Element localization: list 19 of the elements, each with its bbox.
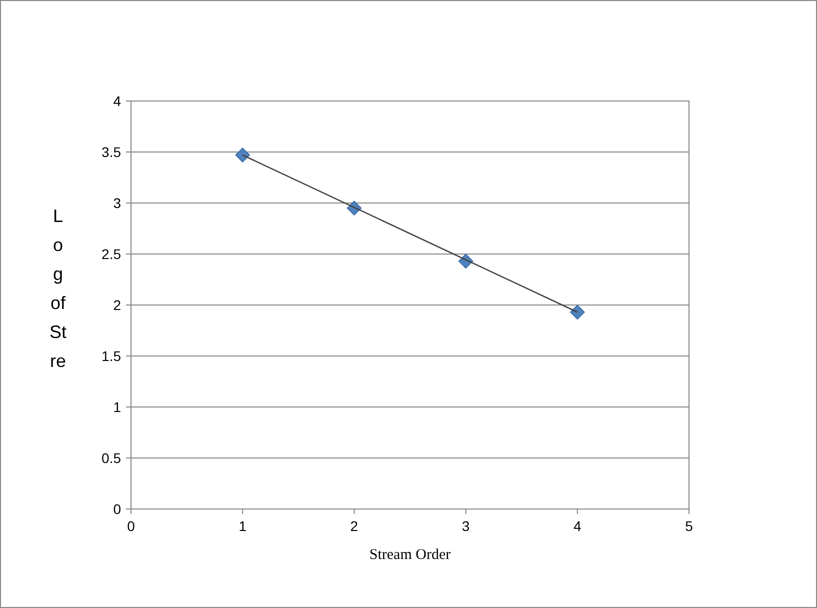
y-tick-label: 4	[113, 92, 122, 109]
y-tick-label: 1.5	[102, 348, 122, 364]
point	[235, 148, 250, 162]
x-tick-label: 0	[127, 518, 136, 534]
y-axis-title: Log of Stre	[49, 206, 67, 371]
x-tick-label: 2	[350, 518, 358, 534]
y-tick-label: 0	[113, 500, 122, 517]
y-tick-label: 0.5	[102, 450, 122, 466]
x-tick-label: 5	[685, 518, 694, 534]
y-tick-label: 3	[113, 194, 122, 211]
y-tick-label: 3.5	[102, 144, 122, 160]
y-tick-label: 1	[113, 398, 122, 415]
y-tick-label: 2	[113, 296, 122, 313]
point	[570, 304, 585, 320]
y-tick-label: 2.5	[102, 246, 122, 262]
x-tick-label: 1	[238, 518, 247, 534]
x-axis-title: Stream Order	[369, 547, 451, 563]
x-tick-label: 4	[574, 518, 582, 534]
x-tick-label: 3	[462, 518, 470, 534]
